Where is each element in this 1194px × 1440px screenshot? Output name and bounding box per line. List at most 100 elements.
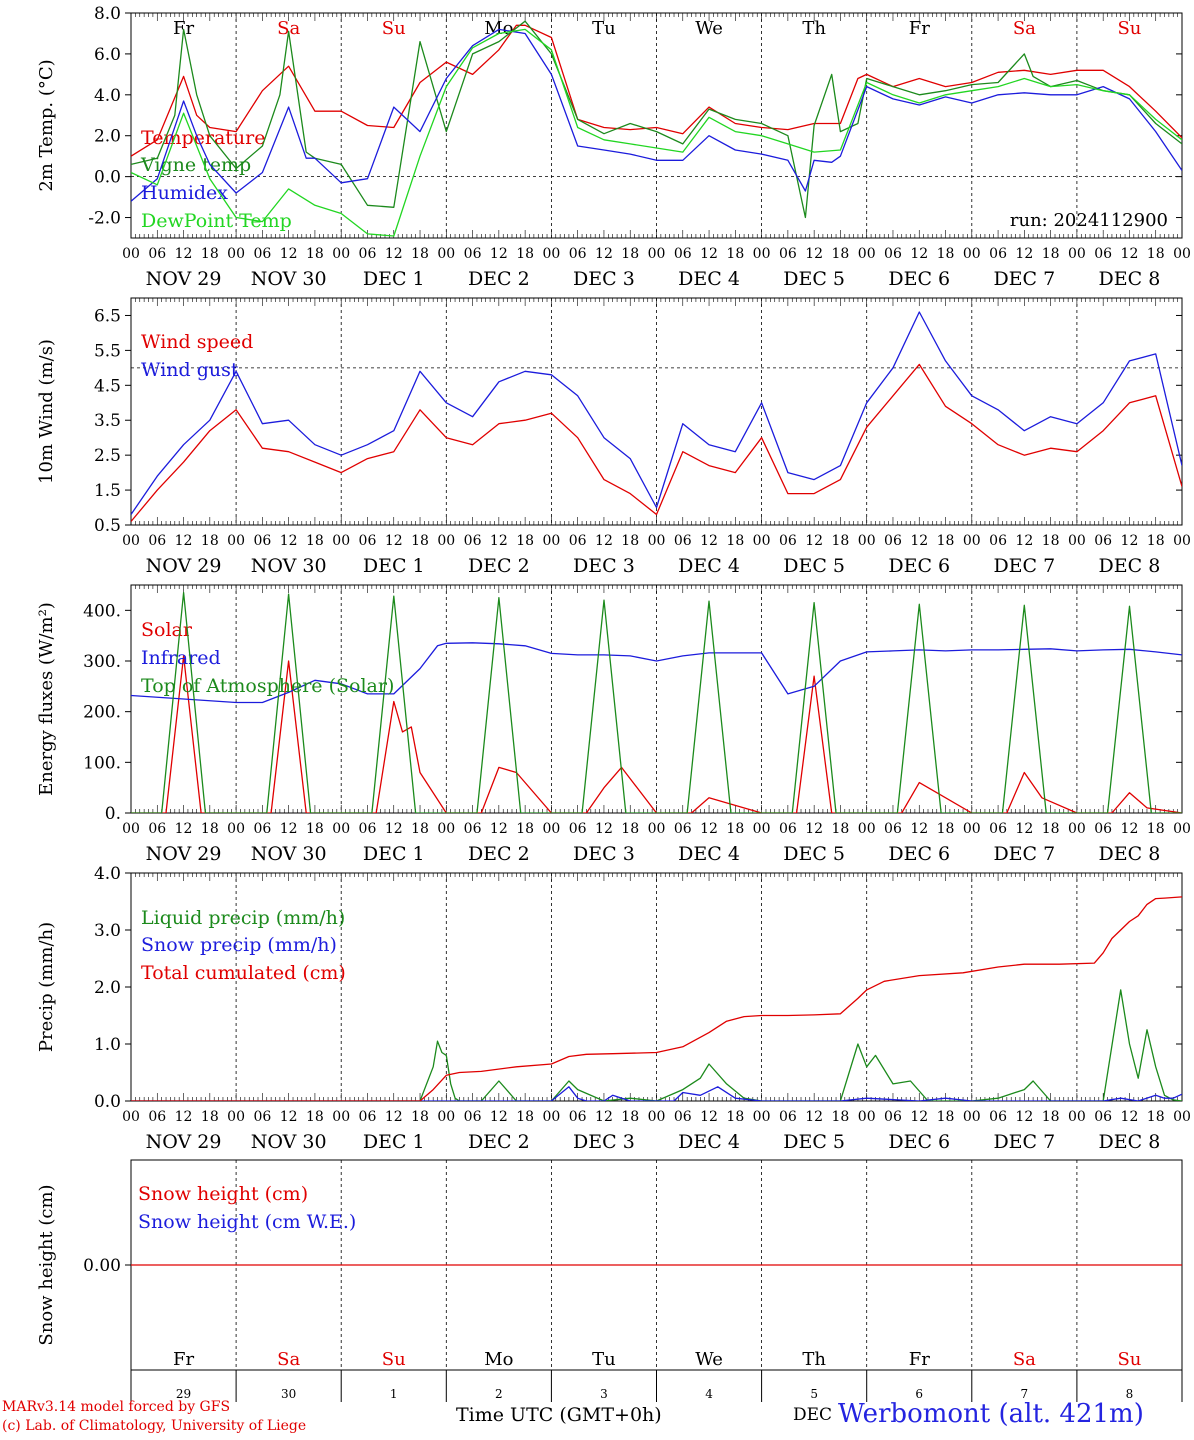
hour-tick-label: 18 — [306, 533, 324, 549]
y-axis-label: Energy fluxes (W/m²) — [36, 602, 57, 796]
hour-tick-label: 12 — [490, 821, 508, 837]
date-label: NOV 29 — [146, 843, 222, 865]
date-label: NOV 29 — [146, 555, 222, 577]
day-number-label: 5 — [810, 1387, 818, 1401]
hour-tick-label: 06 — [1094, 1109, 1112, 1125]
y-tick-label: 6.5 — [94, 306, 121, 326]
hour-tick-label: 12 — [805, 1109, 823, 1125]
hour-tick-label: 12 — [175, 533, 193, 549]
date-label: NOV 30 — [251, 268, 327, 290]
hour-tick-label: 12 — [1015, 1109, 1033, 1125]
hour-tick-label: 12 — [1121, 821, 1139, 837]
hour-tick-label: 18 — [1147, 821, 1165, 837]
hour-tick-label: 12 — [700, 821, 718, 837]
y-tick-label: 0. — [105, 804, 121, 824]
hour-tick-label: 00 — [963, 1109, 981, 1125]
hour-tick-label: 06 — [148, 1109, 166, 1125]
hour-tick-label: 12 — [910, 246, 928, 262]
hour-tick-label: 18 — [1042, 246, 1060, 262]
hour-tick-label: 06 — [464, 533, 482, 549]
hour-tick-label: 06 — [674, 821, 692, 837]
hour-tick-label: 12 — [280, 821, 298, 837]
hour-tick-label: 18 — [621, 1109, 639, 1125]
hour-tick-label: 00 — [227, 246, 245, 262]
legend-entry: Solar — [141, 619, 193, 641]
hour-tick-label: 12 — [280, 533, 298, 549]
legend-entry: Wind gust — [141, 359, 239, 381]
panel-1: 8.0 6.0 4.0 2.0 0.0 -2.0 2m Temp. (°C) 00 06 12 18… — [36, 4, 1191, 290]
date-label: DEC 6 — [888, 1131, 950, 1153]
legend-entry: DewPoint Temp — [141, 210, 292, 232]
y-tick-label: 5.5 — [94, 341, 121, 361]
date-label: DEC 6 — [888, 843, 950, 865]
hour-tick-label: 18 — [832, 246, 850, 262]
hour-tick-label: 12 — [805, 246, 823, 262]
hour-tick-label: 12 — [805, 821, 823, 837]
weekday-label: We — [695, 1349, 723, 1370]
hour-tick-label: 18 — [726, 1109, 744, 1125]
date-label: DEC 2 — [468, 843, 530, 865]
hour-tick-label: 00 — [332, 821, 350, 837]
hour-tick-label: 00 — [858, 821, 876, 837]
hour-tick-label: 12 — [175, 821, 193, 837]
hour-tick-label: 18 — [411, 821, 429, 837]
date-label: DEC 4 — [678, 843, 740, 865]
weekday-label: Sa — [1013, 1349, 1036, 1370]
hour-tick-label: 18 — [306, 1109, 324, 1125]
hour-tick-label: 00 — [858, 533, 876, 549]
hour-tick-label: 06 — [989, 533, 1007, 549]
hour-tick-label: 06 — [569, 246, 587, 262]
hour-tick-label: 06 — [359, 821, 377, 837]
hour-tick-label: 06 — [464, 1109, 482, 1125]
hour-tick-label: 12 — [700, 246, 718, 262]
hour-tick-label: 18 — [726, 533, 744, 549]
y-tick-label: 4.0 — [94, 86, 121, 106]
hour-tick-label: 00 — [122, 821, 140, 837]
hour-tick-label: 18 — [937, 246, 955, 262]
weekday-label: Mo — [484, 1349, 513, 1370]
hour-tick-label: 06 — [674, 533, 692, 549]
hour-tick-label: 06 — [359, 1109, 377, 1125]
date-label: DEC 5 — [783, 555, 845, 577]
y-tick-label: 0.00 — [83, 1256, 121, 1276]
hour-tick-label: 00 — [542, 246, 560, 262]
series-line-2 — [131, 20, 1182, 219]
hour-tick-label: 12 — [1121, 533, 1139, 549]
day-number-label: 3 — [600, 1387, 608, 1401]
hour-tick-label: 00 — [122, 246, 140, 262]
panel-5: 0.00 Snow height (cm) 29 30 1 2 3 4 5 6 7 8 Fr Sa Su Mo… — [36, 1159, 1183, 1402]
hour-tick-label: 18 — [937, 821, 955, 837]
date-label: NOV 30 — [251, 555, 327, 577]
hour-tick-label: 12 — [910, 1109, 928, 1125]
hour-tick-label: 12 — [700, 533, 718, 549]
hour-tick-label: 00 — [332, 533, 350, 549]
weekday-label: Th — [802, 18, 826, 39]
hour-tick-label: 18 — [516, 533, 534, 549]
legend-entry: Total cumulated (cm) — [141, 962, 346, 984]
series-line-1 — [131, 24, 1182, 157]
hour-tick-label: 12 — [910, 821, 928, 837]
hour-tick-label: 12 — [280, 246, 298, 262]
date-label: DEC 4 — [678, 268, 740, 290]
y-tick-label: 0.0 — [94, 168, 121, 188]
date-label: DEC 1 — [363, 1131, 425, 1153]
date-label: DEC 3 — [573, 268, 635, 290]
hour-tick-label: 06 — [253, 821, 271, 837]
date-label: DEC 6 — [888, 268, 950, 290]
hour-tick-label: 12 — [490, 1109, 508, 1125]
hour-tick-label: 06 — [884, 533, 902, 549]
weekday-label: Su — [382, 1349, 406, 1370]
day-number-label: 29 — [176, 1387, 191, 1401]
hour-tick-label: 12 — [1121, 246, 1139, 262]
day-number-label: 1 — [390, 1387, 398, 1401]
hour-tick-label: 18 — [306, 821, 324, 837]
date-label: DEC 8 — [1099, 1131, 1161, 1153]
hour-tick-label: 12 — [595, 821, 613, 837]
hour-tick-label: 18 — [726, 246, 744, 262]
legend-entry: Vigne temp — [140, 154, 251, 176]
hour-tick-label: 00 — [1173, 246, 1191, 262]
hour-tick-label: 06 — [779, 533, 797, 549]
hour-tick-label: 18 — [516, 821, 534, 837]
hour-tick-label: 12 — [385, 533, 403, 549]
series-line-2 — [131, 1086, 1182, 1101]
